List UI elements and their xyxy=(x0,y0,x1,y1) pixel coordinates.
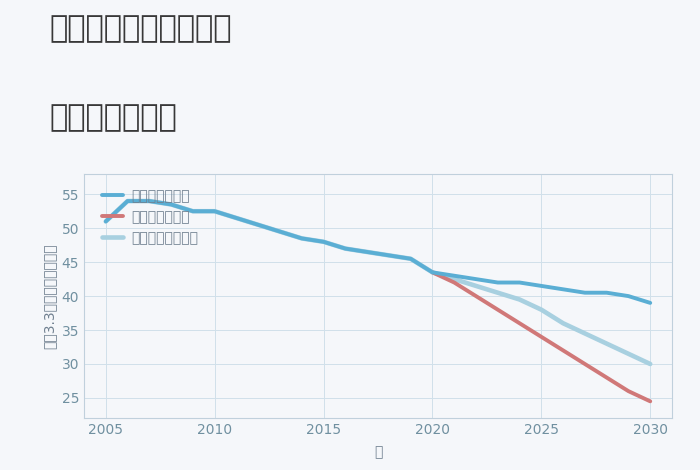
ノーマルシナリオ xyxy=(472,283,480,289)
ノーマルシナリオ xyxy=(428,269,437,275)
Line: グッドシナリオ: グッドシナリオ xyxy=(106,201,650,303)
バッドシナリオ xyxy=(450,280,459,285)
ノーマルシナリオ xyxy=(494,290,502,296)
ノーマルシナリオ xyxy=(319,239,328,244)
グッドシナリオ xyxy=(472,276,480,282)
グッドシナリオ xyxy=(232,215,241,221)
グッドシナリオ xyxy=(428,269,437,275)
グッドシナリオ xyxy=(603,290,611,296)
バッドシナリオ xyxy=(494,307,502,313)
ノーマルシナリオ xyxy=(537,307,545,313)
バッドシナリオ xyxy=(624,388,633,394)
グッドシナリオ xyxy=(167,202,175,207)
グッドシナリオ xyxy=(341,246,349,251)
ノーマルシナリオ xyxy=(123,198,132,204)
バッドシナリオ xyxy=(515,321,524,326)
グッドシナリオ xyxy=(123,198,132,204)
グッドシナリオ xyxy=(102,219,110,224)
Legend: グッドシナリオ, バッドシナリオ, ノーマルシナリオ: グッドシナリオ, バッドシナリオ, ノーマルシナリオ xyxy=(97,183,204,251)
グッドシナリオ xyxy=(537,283,545,289)
グッドシナリオ xyxy=(363,249,371,255)
Line: ノーマルシナリオ: ノーマルシナリオ xyxy=(106,201,650,364)
ノーマルシナリオ xyxy=(102,219,110,224)
グッドシナリオ xyxy=(254,222,262,227)
グッドシナリオ xyxy=(581,290,589,296)
グッドシナリオ xyxy=(385,252,393,258)
グッドシナリオ xyxy=(298,235,306,241)
ノーマルシナリオ xyxy=(298,235,306,241)
ノーマルシナリオ xyxy=(515,297,524,302)
Text: 土地の価格推移: 土地の価格推移 xyxy=(49,103,176,133)
グッドシナリオ xyxy=(189,208,197,214)
ノーマルシナリオ xyxy=(450,276,459,282)
バッドシナリオ xyxy=(603,375,611,380)
ノーマルシナリオ xyxy=(603,341,611,346)
グッドシナリオ xyxy=(559,287,567,292)
ノーマルシナリオ xyxy=(363,249,371,255)
バッドシナリオ xyxy=(581,361,589,367)
ノーマルシナリオ xyxy=(646,361,654,367)
グッドシナリオ xyxy=(515,280,524,285)
Line: バッドシナリオ: バッドシナリオ xyxy=(433,272,650,401)
グッドシナリオ xyxy=(211,208,219,214)
グッドシナリオ xyxy=(407,256,415,262)
ノーマルシナリオ xyxy=(211,208,219,214)
ノーマルシナリオ xyxy=(341,246,349,251)
グッドシナリオ xyxy=(646,300,654,306)
グッドシナリオ xyxy=(624,293,633,299)
Text: 兵庫県姫路市高尾町の: 兵庫県姫路市高尾町の xyxy=(49,14,232,43)
X-axis label: 年: 年 xyxy=(374,446,382,460)
グッドシナリオ xyxy=(276,229,284,235)
ノーマルシナリオ xyxy=(385,252,393,258)
ノーマルシナリオ xyxy=(145,198,153,204)
バッドシナリオ xyxy=(428,269,437,275)
ノーマルシナリオ xyxy=(559,321,567,326)
Y-axis label: 平（3.3㎡）単価（万円）: 平（3.3㎡）単価（万円） xyxy=(42,243,56,349)
バッドシナリオ xyxy=(559,348,567,353)
ノーマルシナリオ xyxy=(624,351,633,357)
バッドシナリオ xyxy=(646,399,654,404)
ノーマルシナリオ xyxy=(232,215,241,221)
グッドシナリオ xyxy=(450,273,459,279)
グッドシナリオ xyxy=(145,198,153,204)
ノーマルシナリオ xyxy=(167,202,175,207)
ノーマルシナリオ xyxy=(254,222,262,227)
ノーマルシナリオ xyxy=(276,229,284,235)
バッドシナリオ xyxy=(472,293,480,299)
ノーマルシナリオ xyxy=(581,330,589,336)
ノーマルシナリオ xyxy=(407,256,415,262)
ノーマルシナリオ xyxy=(189,208,197,214)
グッドシナリオ xyxy=(494,280,502,285)
バッドシナリオ xyxy=(537,334,545,340)
グッドシナリオ xyxy=(319,239,328,244)
